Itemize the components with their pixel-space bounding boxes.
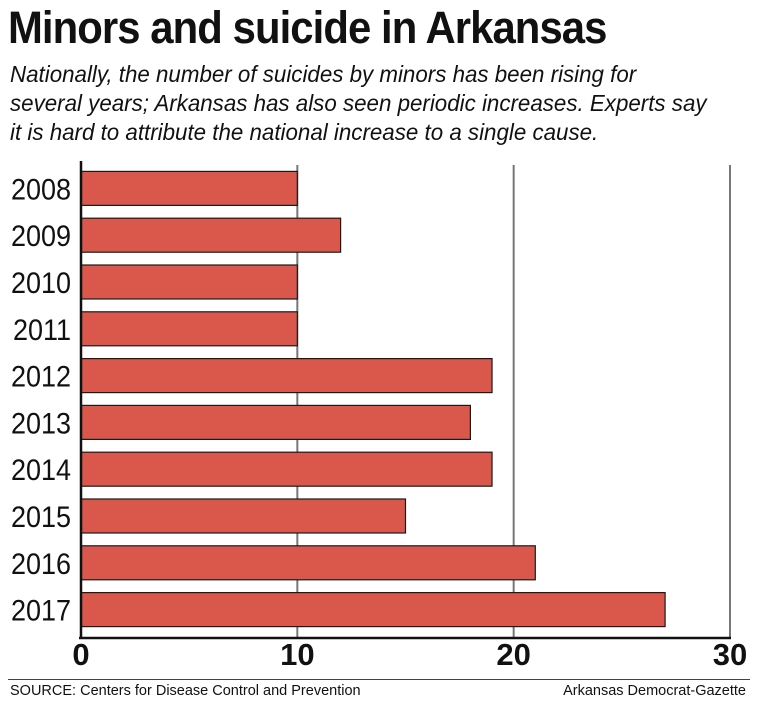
category-label: 2011: [13, 314, 71, 348]
bar-2014: [80, 451, 493, 487]
category-label: 2008: [11, 173, 71, 207]
chart-subtitle: Nationally, the number of suicides by mi…: [10, 61, 707, 145]
bar-2008: [80, 170, 298, 206]
category-label: 2016: [11, 548, 71, 582]
bar-2016: [80, 545, 536, 581]
category-label: 2009: [11, 220, 71, 254]
x-tick-label: 0: [72, 637, 89, 672]
bar-2010: [80, 264, 298, 300]
footer-divider: [8, 679, 750, 680]
bar-2012: [80, 358, 493, 394]
publisher-credit: Arkansas Democrat-Gazette: [563, 683, 746, 699]
category-label: 2014: [11, 454, 71, 488]
category-label: 2010: [11, 267, 71, 301]
x-tick-label: 30: [713, 637, 747, 672]
bar-2015: [80, 498, 407, 534]
bar-2009: [80, 217, 342, 253]
bar-chart: 2008200920102011201220132014201520162017…: [11, 161, 747, 672]
x-tick-label: 10: [280, 637, 314, 672]
category-label: 2013: [11, 407, 71, 441]
category-label: 2015: [11, 501, 71, 535]
category-label: 2012: [11, 360, 71, 394]
category-label: 2017: [11, 594, 71, 628]
bar-2013: [80, 404, 471, 440]
x-tick-label: 20: [496, 637, 530, 672]
bar-2017: [80, 591, 666, 628]
bar-2011: [80, 311, 298, 347]
chart-title: Minors and suicide in Arkansas: [8, 2, 607, 53]
source-note: SOURCE: Centers for Disease Control and …: [10, 683, 361, 699]
